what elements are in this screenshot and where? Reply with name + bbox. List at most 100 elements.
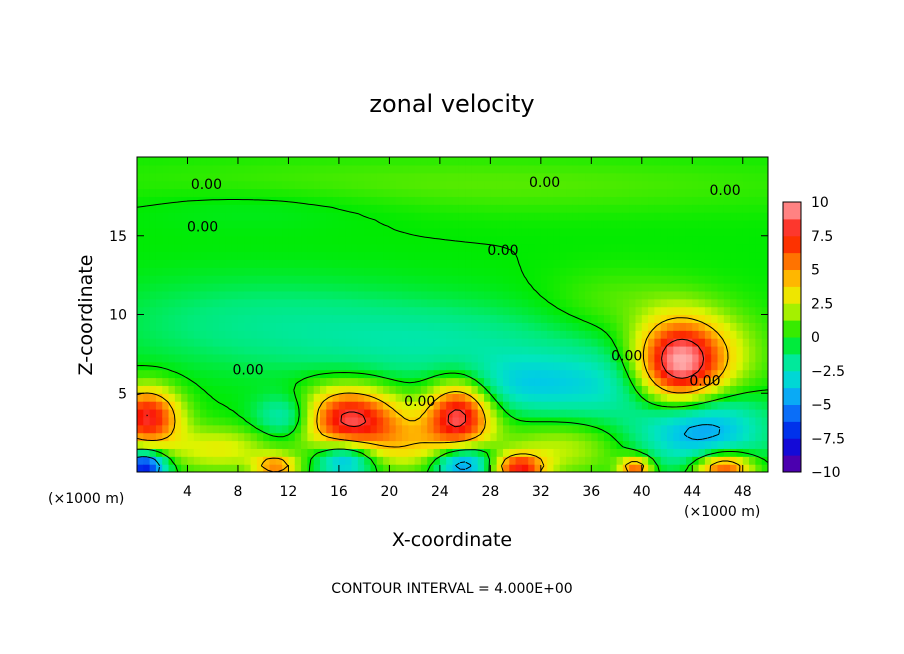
heatmap-cell bbox=[364, 283, 372, 292]
heatmap-cell bbox=[364, 393, 372, 402]
heatmap-cell bbox=[427, 353, 435, 363]
heatmap-cell bbox=[275, 259, 283, 268]
heatmap-cell bbox=[534, 172, 542, 182]
heatmap-cell bbox=[610, 243, 618, 253]
heatmap-cell bbox=[275, 172, 283, 182]
heatmap-cell bbox=[566, 290, 573, 300]
heatmap-cell bbox=[193, 267, 201, 276]
heatmap-cell bbox=[610, 306, 618, 316]
heatmap-cell bbox=[673, 259, 681, 268]
heatmap-cell bbox=[364, 227, 372, 237]
heatmap-cell bbox=[420, 306, 428, 316]
heatmap-cell bbox=[307, 243, 315, 253]
heatmap-cell bbox=[698, 369, 706, 379]
heatmap-cell bbox=[622, 448, 630, 457]
heatmap-cell bbox=[717, 361, 725, 371]
heatmap-cell bbox=[704, 235, 712, 245]
heatmap-cell bbox=[149, 353, 157, 363]
heatmap-cell bbox=[502, 220, 510, 229]
heatmap-cell bbox=[648, 338, 656, 347]
heatmap-cell bbox=[559, 401, 567, 410]
heatmap-cell bbox=[231, 432, 239, 442]
heatmap-cell bbox=[313, 440, 321, 449]
heatmap-cell bbox=[471, 322, 479, 331]
heatmap-cell bbox=[288, 440, 296, 449]
heatmap-cell bbox=[256, 322, 264, 331]
heatmap-cell bbox=[263, 369, 271, 379]
heatmap-cell bbox=[465, 157, 473, 166]
heatmap-cell bbox=[225, 227, 233, 237]
heatmap-cell bbox=[641, 172, 649, 182]
heatmap-cell bbox=[307, 196, 315, 205]
heatmap-cell bbox=[496, 464, 504, 472]
heatmap-cell bbox=[616, 212, 624, 221]
heatmap-cell bbox=[219, 424, 226, 434]
heatmap-cell bbox=[477, 220, 485, 229]
heatmap-cell bbox=[515, 180, 523, 190]
heatmap-cell bbox=[338, 164, 346, 174]
heatmap-cell bbox=[244, 259, 252, 268]
heatmap-cell bbox=[452, 409, 460, 418]
heatmap-cell bbox=[736, 409, 744, 418]
heatmap-cell bbox=[603, 353, 611, 363]
heatmap-cell bbox=[692, 259, 700, 268]
heatmap-cell bbox=[219, 338, 226, 347]
heatmap-cell bbox=[174, 157, 182, 166]
heatmap-cell bbox=[439, 338, 447, 347]
heatmap-cell bbox=[244, 409, 252, 418]
heatmap-cell bbox=[616, 259, 624, 268]
heatmap-cell bbox=[465, 424, 473, 434]
heatmap-cell bbox=[717, 314, 725, 323]
heatmap-cell bbox=[534, 212, 542, 221]
heatmap-cell bbox=[616, 243, 624, 253]
heatmap-cell bbox=[263, 416, 271, 426]
heatmap-cell bbox=[654, 353, 662, 363]
heatmap-cell bbox=[597, 204, 605, 213]
heatmap-cell bbox=[502, 361, 510, 371]
heatmap-cell bbox=[635, 259, 643, 268]
heatmap-cell bbox=[736, 361, 744, 371]
heatmap-cell bbox=[181, 361, 189, 371]
heatmap-cell bbox=[143, 204, 151, 213]
heatmap-cell bbox=[755, 259, 763, 268]
heatmap-cell bbox=[603, 448, 611, 457]
heatmap-cell bbox=[452, 377, 460, 386]
heatmap-cell bbox=[338, 283, 346, 292]
heatmap-cell bbox=[332, 361, 340, 371]
heatmap-cell bbox=[730, 409, 738, 418]
heatmap-cell bbox=[654, 448, 662, 457]
heatmap-cell bbox=[143, 424, 151, 434]
heatmap-cell bbox=[742, 267, 750, 276]
heatmap-cell bbox=[521, 409, 529, 418]
heatmap-cell bbox=[629, 172, 637, 182]
heatmap-cell bbox=[174, 393, 182, 402]
heatmap-cell bbox=[692, 204, 700, 213]
heatmap-cell bbox=[553, 385, 561, 394]
heatmap-cell bbox=[395, 440, 403, 449]
heatmap-cell bbox=[616, 290, 624, 300]
heatmap-cell bbox=[212, 401, 220, 410]
heatmap-cell bbox=[326, 432, 334, 442]
heatmap-cell bbox=[742, 409, 750, 418]
heatmap-cell bbox=[294, 298, 302, 308]
heatmap-cell bbox=[559, 440, 567, 449]
heatmap-cell bbox=[231, 353, 239, 363]
heatmap-cell bbox=[572, 290, 580, 300]
heatmap-cell bbox=[484, 220, 491, 229]
heatmap-cell bbox=[679, 401, 687, 410]
heatmap-cell bbox=[540, 432, 548, 442]
heatmap-cell bbox=[181, 188, 189, 197]
heatmap-cell bbox=[698, 196, 706, 205]
heatmap-cell bbox=[509, 409, 517, 418]
heatmap-cell bbox=[231, 440, 239, 449]
heatmap-cell bbox=[717, 267, 725, 276]
heatmap-cell bbox=[231, 188, 239, 197]
heatmap-cell bbox=[357, 204, 365, 213]
heatmap-cell bbox=[755, 251, 763, 260]
heatmap-cell bbox=[597, 416, 605, 426]
heatmap-cell bbox=[162, 196, 170, 205]
heatmap-cell bbox=[357, 220, 365, 229]
heatmap-cell bbox=[509, 416, 517, 426]
heatmap-cell bbox=[648, 235, 656, 245]
heatmap-cell bbox=[149, 235, 157, 245]
